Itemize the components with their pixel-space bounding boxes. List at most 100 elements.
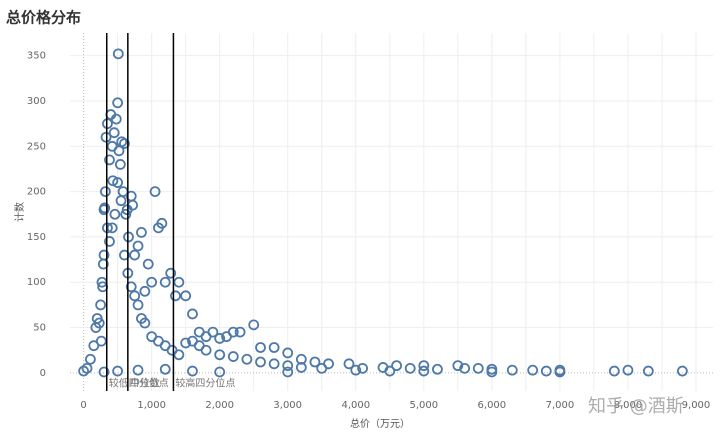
point [248, 319, 260, 331]
point [81, 362, 93, 374]
point [104, 154, 115, 166]
point [85, 353, 96, 365]
point [404, 362, 416, 374]
point [120, 208, 132, 220]
point [165, 267, 177, 279]
point [99, 186, 111, 198]
point [241, 353, 253, 365]
y-tick-label: 150 [27, 232, 46, 243]
point [146, 276, 158, 288]
point [159, 363, 171, 375]
point [554, 366, 566, 378]
x-tick-label: 9,000 [682, 400, 711, 411]
point [119, 249, 130, 261]
point [234, 326, 246, 338]
point [99, 202, 111, 214]
point [343, 358, 355, 370]
point [180, 290, 192, 302]
x-tick-label: 8,000 [614, 400, 643, 411]
point [104, 236, 115, 247]
x-tick-label: 6,000 [478, 400, 507, 411]
point [418, 365, 430, 377]
point [295, 362, 307, 373]
point [106, 222, 118, 234]
point [642, 365, 654, 377]
x-tick-label: 4,000 [341, 400, 370, 411]
reference-label: 较低四分位点 [109, 377, 169, 390]
watermark: 知乎 @酒斯 [588, 396, 684, 417]
point [98, 366, 110, 378]
y-tick-label: 0 [40, 368, 46, 379]
x-tick-label: 5,000 [409, 400, 438, 411]
point [112, 177, 124, 188]
point [268, 342, 280, 353]
point [112, 48, 124, 60]
point [132, 364, 144, 376]
point [527, 364, 539, 376]
point [350, 364, 362, 376]
point [170, 290, 181, 302]
point [268, 358, 280, 370]
point [115, 195, 127, 207]
point [316, 362, 328, 374]
point [98, 249, 110, 261]
x-tick-label: 7,000 [546, 400, 575, 411]
point [139, 285, 151, 297]
x-tick-label: 2,000 [205, 400, 234, 411]
point [108, 127, 120, 139]
point [119, 138, 130, 149]
y-tick-label: 250 [27, 141, 46, 152]
point [255, 356, 266, 368]
point [114, 159, 126, 170]
point [173, 276, 185, 288]
y-axis-label: 计数 [13, 202, 26, 222]
point [156, 217, 168, 229]
reference-label: 中位数 [130, 377, 160, 390]
point [95, 335, 107, 347]
point [622, 364, 634, 376]
point [255, 342, 266, 353]
point [282, 366, 294, 378]
point [109, 208, 121, 220]
point [95, 299, 107, 311]
point [139, 317, 151, 329]
point [88, 340, 100, 352]
point [187, 308, 198, 320]
reference-label: 较高四分位点 [175, 377, 235, 390]
point [159, 276, 171, 288]
y-tick-label: 100 [27, 277, 46, 288]
point [207, 326, 219, 338]
point [112, 365, 124, 377]
point [180, 337, 192, 349]
point [214, 366, 226, 378]
point [214, 333, 226, 344]
point [452, 360, 464, 372]
point [506, 364, 518, 376]
x-tick-label: 1,000 [137, 400, 166, 411]
point [357, 362, 368, 374]
point [125, 281, 137, 293]
point [227, 351, 239, 362]
point [142, 258, 154, 270]
point [676, 365, 688, 377]
point [472, 362, 484, 374]
x-axis-label: 总价（万元） [350, 417, 410, 430]
x-tick-label: 0 [80, 400, 86, 411]
point [149, 186, 161, 198]
point [282, 360, 294, 372]
y-tick-label: 300 [27, 96, 46, 107]
point [93, 317, 105, 329]
point [129, 290, 141, 302]
point [608, 365, 620, 377]
x-tick-label: 3,000 [273, 400, 302, 411]
point [173, 349, 185, 361]
point [459, 362, 471, 374]
point [136, 226, 147, 238]
point [187, 365, 198, 377]
point [129, 249, 141, 261]
point [214, 349, 226, 361]
point [132, 240, 144, 252]
point [418, 360, 430, 372]
point [391, 360, 403, 372]
point [384, 365, 396, 377]
